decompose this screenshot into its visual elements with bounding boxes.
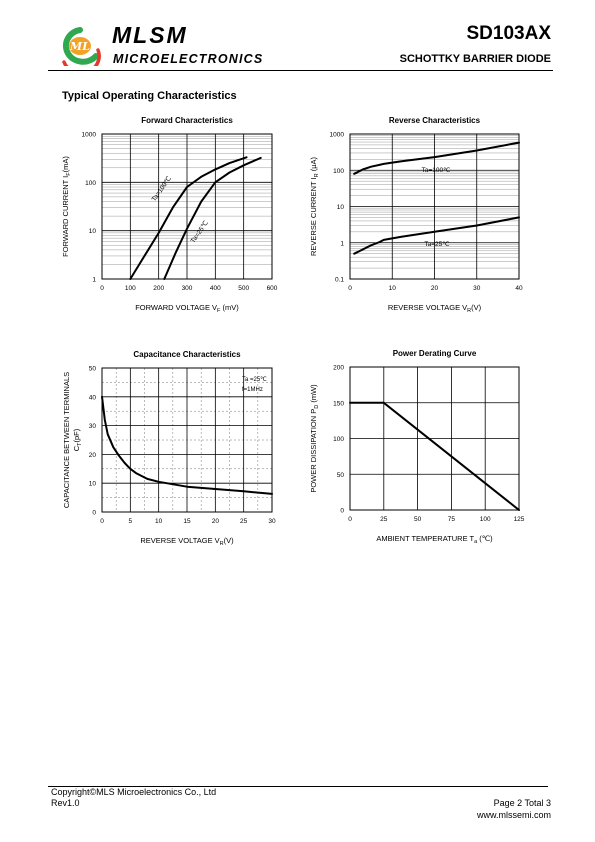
- x-tick-label: 15: [183, 518, 191, 525]
- y-tick-label: 50: [89, 366, 97, 373]
- series-line-1: [349, 401, 520, 511]
- y-tick-label: 10: [337, 204, 345, 211]
- chart-title: Reverse Characteristics: [389, 116, 481, 125]
- series-line-2: [353, 216, 520, 255]
- x-tick-label: 100: [480, 516, 491, 523]
- y-tick-label: 1: [340, 240, 344, 247]
- y-tick-label: 10: [89, 481, 97, 488]
- chart-2: 0 10 20 30 40 0.1 1 10 100 1000 Reverse Characteri…: [309, 116, 523, 314]
- x-tick-label: 0: [348, 516, 352, 523]
- y-tick-label: 40: [89, 394, 97, 401]
- chart-1: 0 100 200 300 400 500 600 1 10 100 1000 Forward Cha…: [61, 116, 278, 314]
- x-axis-label: FORWARD VOLTAGE VF (mV): [135, 303, 239, 314]
- series-line-1: [353, 141, 520, 175]
- x-tick-label: 500: [238, 285, 249, 292]
- y-axis-label: CAPACITANCE BETWEEN TERMINALS: [62, 372, 71, 508]
- series-label: Ta=25℃: [424, 241, 450, 248]
- x-tick-label: 50: [414, 516, 422, 523]
- y-tick-label: 1000: [330, 132, 345, 139]
- y-tick-label: 1000: [82, 132, 97, 139]
- svg-text:ML: ML: [69, 40, 90, 53]
- brand-subtitle: MICROELECTRONICS: [113, 52, 264, 66]
- plot-frame: [101, 367, 273, 513]
- header-divider: [48, 70, 553, 71]
- y-tick-label: 1: [92, 277, 96, 284]
- x-tick-label: 100: [125, 285, 136, 292]
- x-tick-label: 25: [380, 516, 388, 523]
- x-tick-label: 5: [129, 518, 133, 525]
- y-axis-label: REVERSE CURRENT IR (μA): [309, 156, 320, 256]
- y-tick-label: 200: [333, 365, 344, 372]
- chart-3: 0 5 10 15 20 25 30 0 10 20 30 40 50 Capacitance Chara…: [62, 350, 276, 547]
- plot-frame: [349, 366, 520, 511]
- page-number: Page 2 Total 3: [493, 798, 551, 808]
- x-tick-label: 25: [240, 518, 248, 525]
- footer-divider: [48, 786, 548, 787]
- x-tick-label: 40: [515, 285, 523, 292]
- x-tick-label: 0: [348, 285, 352, 292]
- x-tick-label: 30: [473, 285, 481, 292]
- x-tick-label: 20: [212, 518, 220, 525]
- y-tick-label: 10: [89, 228, 97, 235]
- x-tick-label: 125: [514, 516, 525, 523]
- y-tick-label: 0: [340, 508, 344, 515]
- series-line-2: [163, 156, 262, 280]
- chart-title: Power Derating Curve: [393, 349, 477, 358]
- x-tick-label: 10: [389, 285, 397, 292]
- part-description: SCHOTTKY BARRIER DIODE: [399, 53, 551, 65]
- part-number: SD103AX: [466, 23, 552, 44]
- plot-frame: [101, 133, 273, 280]
- x-tick-label: 20: [431, 285, 439, 292]
- x-tick-label: 300: [182, 285, 193, 292]
- x-tick-label: 0: [100, 285, 104, 292]
- revision-text: Rev1.0: [51, 798, 80, 808]
- x-axis-label: AMBIENT TEMPERATURE Ta (℃): [376, 534, 493, 545]
- x-tick-label: 600: [267, 285, 278, 292]
- website-link[interactable]: www.mlssemi.com: [476, 810, 551, 820]
- y-axis-label: POWER DISSIPATION PD (mW): [309, 384, 320, 493]
- section-title: Typical Operating Characteristics: [62, 90, 237, 102]
- x-tick-label: 400: [210, 285, 221, 292]
- chart-title: Forward Characteristics: [141, 116, 233, 125]
- brand-name: MLSM: [112, 22, 188, 48]
- x-tick-label: 30: [268, 518, 276, 525]
- y-tick-label: 150: [333, 400, 344, 407]
- series-label: Ta=100℃: [151, 175, 174, 203]
- y-tick-label: 100: [333, 436, 344, 443]
- plot-frame: [349, 133, 520, 280]
- y-axis-label: FORWARD CURRENT IF(mA): [61, 156, 72, 257]
- chart-annotation: f=1MHz: [242, 387, 263, 393]
- x-axis-label: REVERSE VOLTAGE VR(V): [140, 536, 234, 547]
- series-line-1: [101, 395, 273, 495]
- series-label: Ta=100℃: [422, 167, 452, 174]
- chart-4: 0 25 50 75 100 125 0 50 100 150 200 Power Derating …: [309, 349, 525, 545]
- company-logo: ML: [62, 27, 101, 66]
- y-tick-label: 50: [337, 472, 345, 479]
- y-tick-label: 30: [89, 423, 97, 430]
- series-label: Ta=25℃: [190, 219, 211, 244]
- y-axis-label-2: CT(pF): [72, 428, 83, 451]
- x-tick-label: 0: [100, 518, 104, 525]
- chart-annotation: Ta =25℃: [242, 377, 267, 383]
- series-line-1: [129, 156, 248, 280]
- x-axis-label: REVERSE VOLTAGE VR(V): [388, 303, 482, 314]
- copyright-text: Copyright©MLS Microelectronics Co., Ltd: [51, 787, 217, 797]
- x-tick-label: 10: [155, 518, 163, 525]
- y-tick-label: 100: [85, 180, 96, 187]
- x-tick-label: 75: [448, 516, 456, 523]
- x-tick-label: 200: [153, 285, 164, 292]
- chart-title: Capacitance Characteristics: [133, 350, 241, 359]
- y-tick-label: 20: [89, 452, 97, 459]
- y-tick-label: 100: [333, 168, 344, 175]
- y-tick-label: 0.1: [335, 277, 344, 284]
- y-tick-label: 0: [92, 510, 96, 517]
